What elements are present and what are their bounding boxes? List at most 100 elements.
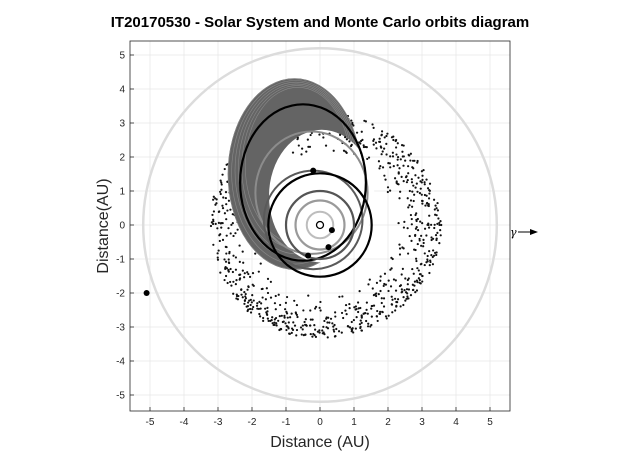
asteroid-dot bbox=[392, 138, 395, 142]
asteroid-dot bbox=[232, 234, 235, 238]
asteroid-dot bbox=[287, 321, 290, 324]
asteroid-dot bbox=[240, 293, 243, 296]
asteroid-dot bbox=[301, 328, 304, 331]
asteroid-dot bbox=[396, 164, 399, 167]
asteroid-dot bbox=[436, 231, 439, 234]
asteroid-dot bbox=[388, 162, 391, 165]
asteroid-dot bbox=[393, 177, 397, 180]
asteroid-dot bbox=[423, 181, 426, 184]
asteroid-dot bbox=[434, 204, 437, 207]
asteroid-dot bbox=[216, 227, 219, 230]
asteroid-dot bbox=[380, 130, 384, 133]
asteroid-dot bbox=[426, 258, 429, 261]
asteroid-dot bbox=[352, 331, 355, 334]
asteroid-dot bbox=[344, 136, 347, 139]
gamma-direction: γ bbox=[510, 226, 538, 239]
asteroid-dot bbox=[423, 252, 426, 255]
asteroid-dot bbox=[363, 312, 366, 315]
asteroid-dot bbox=[229, 280, 232, 284]
asteroid-dot bbox=[214, 203, 217, 206]
asteroid-dot bbox=[277, 293, 280, 296]
asteroid-dot bbox=[289, 316, 292, 319]
asteroid-dot bbox=[319, 309, 322, 312]
asteroid-dot bbox=[402, 155, 405, 158]
asteroid-dot bbox=[225, 252, 228, 255]
asteroid-dot bbox=[414, 186, 417, 189]
asteroid-dot bbox=[235, 295, 239, 298]
asteroid-dot bbox=[437, 217, 440, 220]
y-tick-label: 5 bbox=[119, 51, 125, 62]
asteroid-dot bbox=[391, 155, 395, 158]
asteroid-dot bbox=[225, 203, 228, 206]
y-tick-label: 0 bbox=[119, 221, 125, 232]
asteroid-dot bbox=[408, 189, 411, 193]
asteroid-dot bbox=[385, 153, 388, 156]
asteroid-dot bbox=[425, 234, 428, 237]
chart-title: IT20170530 - Solar System and Monte Carl… bbox=[111, 14, 529, 31]
asteroid-dot bbox=[414, 233, 417, 237]
asteroid-dot bbox=[359, 319, 362, 322]
asteroid-dot bbox=[390, 303, 394, 306]
asteroid-dot bbox=[407, 172, 410, 175]
asteroid-dot bbox=[421, 202, 424, 205]
asteroid-dot bbox=[323, 319, 326, 323]
asteroid-dot bbox=[424, 204, 427, 207]
asteroid-dot bbox=[243, 290, 246, 294]
asteroid-dot bbox=[421, 178, 424, 182]
asteroid-dot bbox=[392, 165, 395, 168]
asteroid-dot bbox=[286, 316, 289, 319]
asteroid-dot bbox=[333, 330, 336, 333]
asteroid-dot bbox=[211, 222, 215, 226]
asteroid-dot bbox=[423, 227, 427, 230]
asteroid-dot bbox=[236, 298, 240, 301]
asteroid-dot bbox=[341, 295, 344, 298]
asteroid-dot bbox=[345, 138, 348, 141]
asteroid-dot bbox=[274, 308, 277, 311]
asteroid-dot bbox=[272, 323, 275, 327]
asteroid-dot bbox=[419, 180, 422, 183]
asteroid-dot bbox=[324, 144, 328, 147]
asteroid-dot bbox=[384, 283, 388, 286]
asteroid-dot bbox=[244, 297, 248, 300]
asteroid-dot bbox=[217, 249, 220, 252]
x-axis-label: Distance (AU) bbox=[270, 434, 370, 451]
body-marker bbox=[143, 290, 150, 296]
asteroid-dot bbox=[285, 328, 288, 332]
asteroid-dot bbox=[402, 296, 405, 299]
asteroid-dot bbox=[396, 142, 399, 145]
asteroid-dot bbox=[411, 267, 414, 271]
body-marker bbox=[328, 227, 335, 234]
asteroid-dot bbox=[357, 310, 360, 314]
asteroid-dot bbox=[412, 184, 415, 187]
asteroid-dot bbox=[220, 221, 223, 225]
asteroid-dot bbox=[366, 325, 370, 328]
x-tick-label: 2 bbox=[385, 417, 391, 428]
asteroid-dot bbox=[398, 243, 401, 246]
asteroid-dot bbox=[277, 319, 280, 322]
asteroid-dot bbox=[302, 309, 305, 312]
asteroid-dot bbox=[386, 190, 389, 194]
asteroid-dot bbox=[288, 332, 291, 335]
asteroid-dot bbox=[410, 223, 413, 226]
asteroid-dot bbox=[249, 303, 252, 307]
asteroid-dot bbox=[318, 306, 321, 309]
asteroid-dot bbox=[352, 124, 355, 127]
asteroid-dot bbox=[427, 197, 431, 200]
asteroid-dot bbox=[389, 166, 392, 169]
asteroid-dot bbox=[295, 328, 299, 332]
asteroid-dot bbox=[406, 197, 409, 200]
asteroid-dot bbox=[234, 232, 237, 235]
asteroid-dot bbox=[234, 256, 238, 259]
asteroid-dot bbox=[293, 299, 296, 302]
asteroid-dot bbox=[403, 220, 406, 223]
asteroid-dot bbox=[243, 302, 246, 305]
asteroid-dot bbox=[340, 331, 343, 334]
asteroid-dot bbox=[364, 120, 367, 123]
asteroid-dot bbox=[265, 312, 268, 316]
asteroid-dot bbox=[431, 263, 435, 266]
asteroid-dot bbox=[264, 298, 267, 301]
asteroid-dot bbox=[217, 210, 220, 214]
asteroid-dot bbox=[428, 264, 431, 267]
asteroid-dot bbox=[231, 213, 234, 216]
asteroid-dot bbox=[259, 307, 262, 310]
